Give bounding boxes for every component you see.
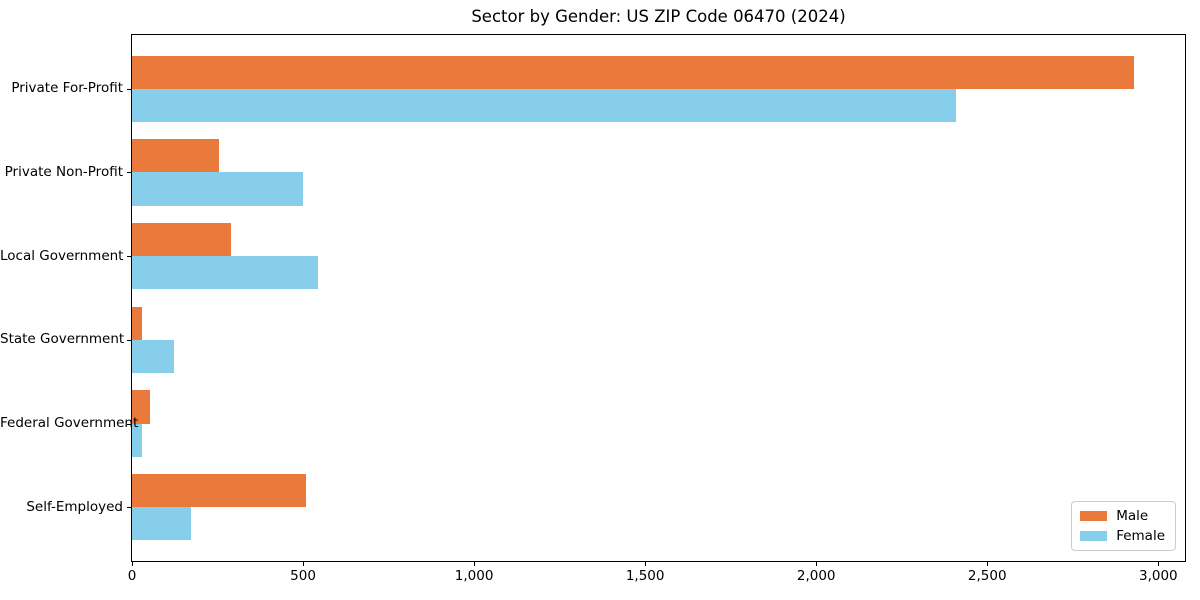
bar-female-private-for-profit	[132, 88, 957, 122]
legend-item-female: Female	[1080, 529, 1165, 543]
x-tick-3000	[1158, 562, 1160, 566]
y-tick-private-for-profit	[127, 88, 131, 90]
legend-swatch-male	[1080, 511, 1108, 521]
y-axis-label-local-government: Local Government	[0, 247, 124, 264]
x-axis-tick-label-1000: 1,000	[454, 568, 494, 584]
bar-male-private-for-profit	[132, 55, 1135, 89]
x-tick-1000	[474, 562, 476, 566]
x-tick-500	[303, 562, 305, 566]
chart-title: Sector by Gender: US ZIP Code 06470 (202…	[471, 7, 846, 26]
y-axis-label-self-employed: Self-Employed	[26, 498, 123, 515]
y-tick-private-non-profit	[127, 172, 131, 174]
y-tick-state-government	[127, 339, 131, 341]
bar-male-federal-government	[132, 390, 151, 424]
bar-female-state-government	[132, 339, 175, 373]
x-tick-1500	[645, 562, 647, 566]
legend-swatch-female	[1080, 531, 1108, 541]
x-axis-tick-label-2000: 2,000	[796, 568, 836, 584]
x-tick-0	[132, 562, 133, 566]
bar-male-private-non-profit	[132, 139, 220, 173]
x-axis-tick-label-0: 0	[127, 568, 137, 584]
y-tick-local-government	[127, 256, 131, 258]
y-axis-label-private-non-profit: Private Non-Profit	[4, 163, 123, 180]
legend-item-male: Male	[1080, 509, 1165, 523]
x-axis-tick-label-2500: 2,500	[967, 568, 1007, 584]
legend-label-male: Male	[1116, 508, 1149, 524]
x-tick-2500	[987, 562, 989, 566]
x-axis-tick-label-500: 500	[290, 568, 316, 584]
bar-male-self-employed	[132, 474, 307, 508]
x-tick-2000	[816, 562, 818, 566]
x-axis-tick-label-3000: 3,000	[1138, 568, 1178, 584]
y-axis-label-federal-government: Federal Government	[0, 415, 139, 432]
bar-female-self-employed	[132, 507, 191, 541]
bar-female-private-non-profit	[132, 172, 304, 206]
bar-female-federal-government	[132, 423, 142, 457]
legend: Male Female	[1071, 501, 1176, 551]
y-tick-self-employed	[127, 507, 131, 509]
y-tick-federal-government	[127, 423, 131, 425]
bar-male-local-government	[132, 223, 232, 257]
y-axis-label-state-government: State Government	[0, 331, 125, 348]
bar-male-state-government	[132, 306, 143, 340]
x-axis-tick-label-1500: 1,500	[625, 568, 665, 584]
y-axis-label-private-for-profit: Private For-Profit	[11, 80, 123, 97]
plot-area: Male Female	[131, 34, 1186, 562]
legend-label-female: Female	[1116, 528, 1165, 544]
bar-female-local-government	[132, 256, 319, 290]
